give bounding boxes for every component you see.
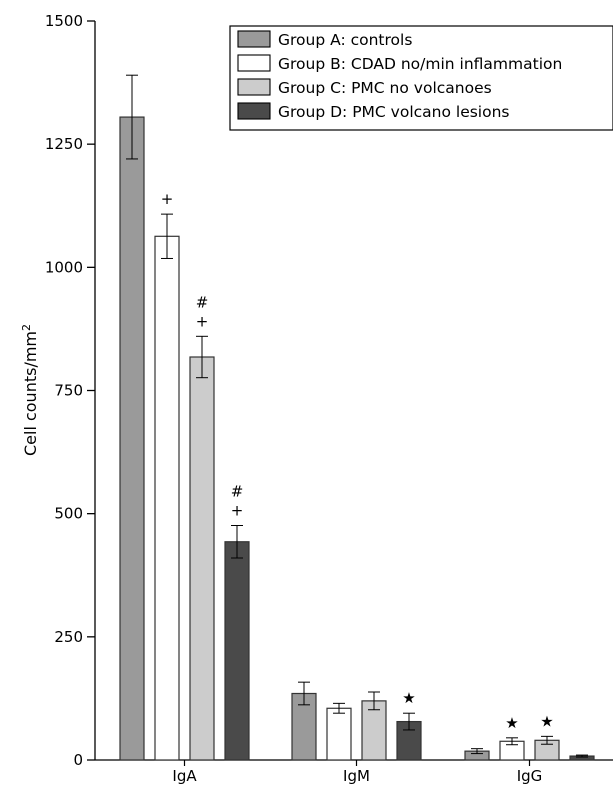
legend-label: Group B: CDAD no/min inflammation [278,55,562,73]
legend-swatch [237,78,271,96]
y-tick-label: 750 [54,382,83,400]
y-axis-label: Cell counts/mm2 [20,324,41,456]
bars: ++#+#★★ ★ [119,74,595,761]
significance-marker: ★ [402,689,415,707]
significance-marker: + [231,501,244,519]
legend-label: Group D: PMC volcano lesions [278,103,510,121]
y-tick-label: 1500 [45,12,83,30]
y-tick-label: 1000 [45,258,83,276]
legend-swatch [237,54,271,72]
significance-marker: ★ [540,712,553,730]
significance-marker: # [196,293,209,311]
legend-label: Group C: PMC no volcanoes [278,79,492,97]
axes: 0 250 500 750 1000 1250 1500 IgA IgM IgG [45,12,613,785]
legend-swatch [237,102,271,120]
x-category-label: IgA [172,767,197,785]
bar [326,707,352,761]
significance-marker: + [161,190,174,208]
y-tick-label: 250 [54,628,83,646]
bar [189,356,215,761]
y-tick-label: 1250 [45,135,83,153]
bar [224,541,250,761]
legend: Group A: controls Group B: CDAD no/min in… [229,25,613,131]
significance-marker: ★ [505,714,518,732]
legend-swatch [237,30,271,48]
bar [154,235,180,761]
y-tick-label: 500 [54,505,83,523]
legend-label: Group A: controls [278,31,412,49]
x-category-label: IgG [517,767,543,785]
legend-box [229,25,613,131]
significance-marker: # [231,482,244,500]
x-category-label: IgM [343,767,370,785]
bar [119,116,145,761]
significance-marker: + [196,312,209,330]
y-tick-label: 0 [73,751,83,769]
